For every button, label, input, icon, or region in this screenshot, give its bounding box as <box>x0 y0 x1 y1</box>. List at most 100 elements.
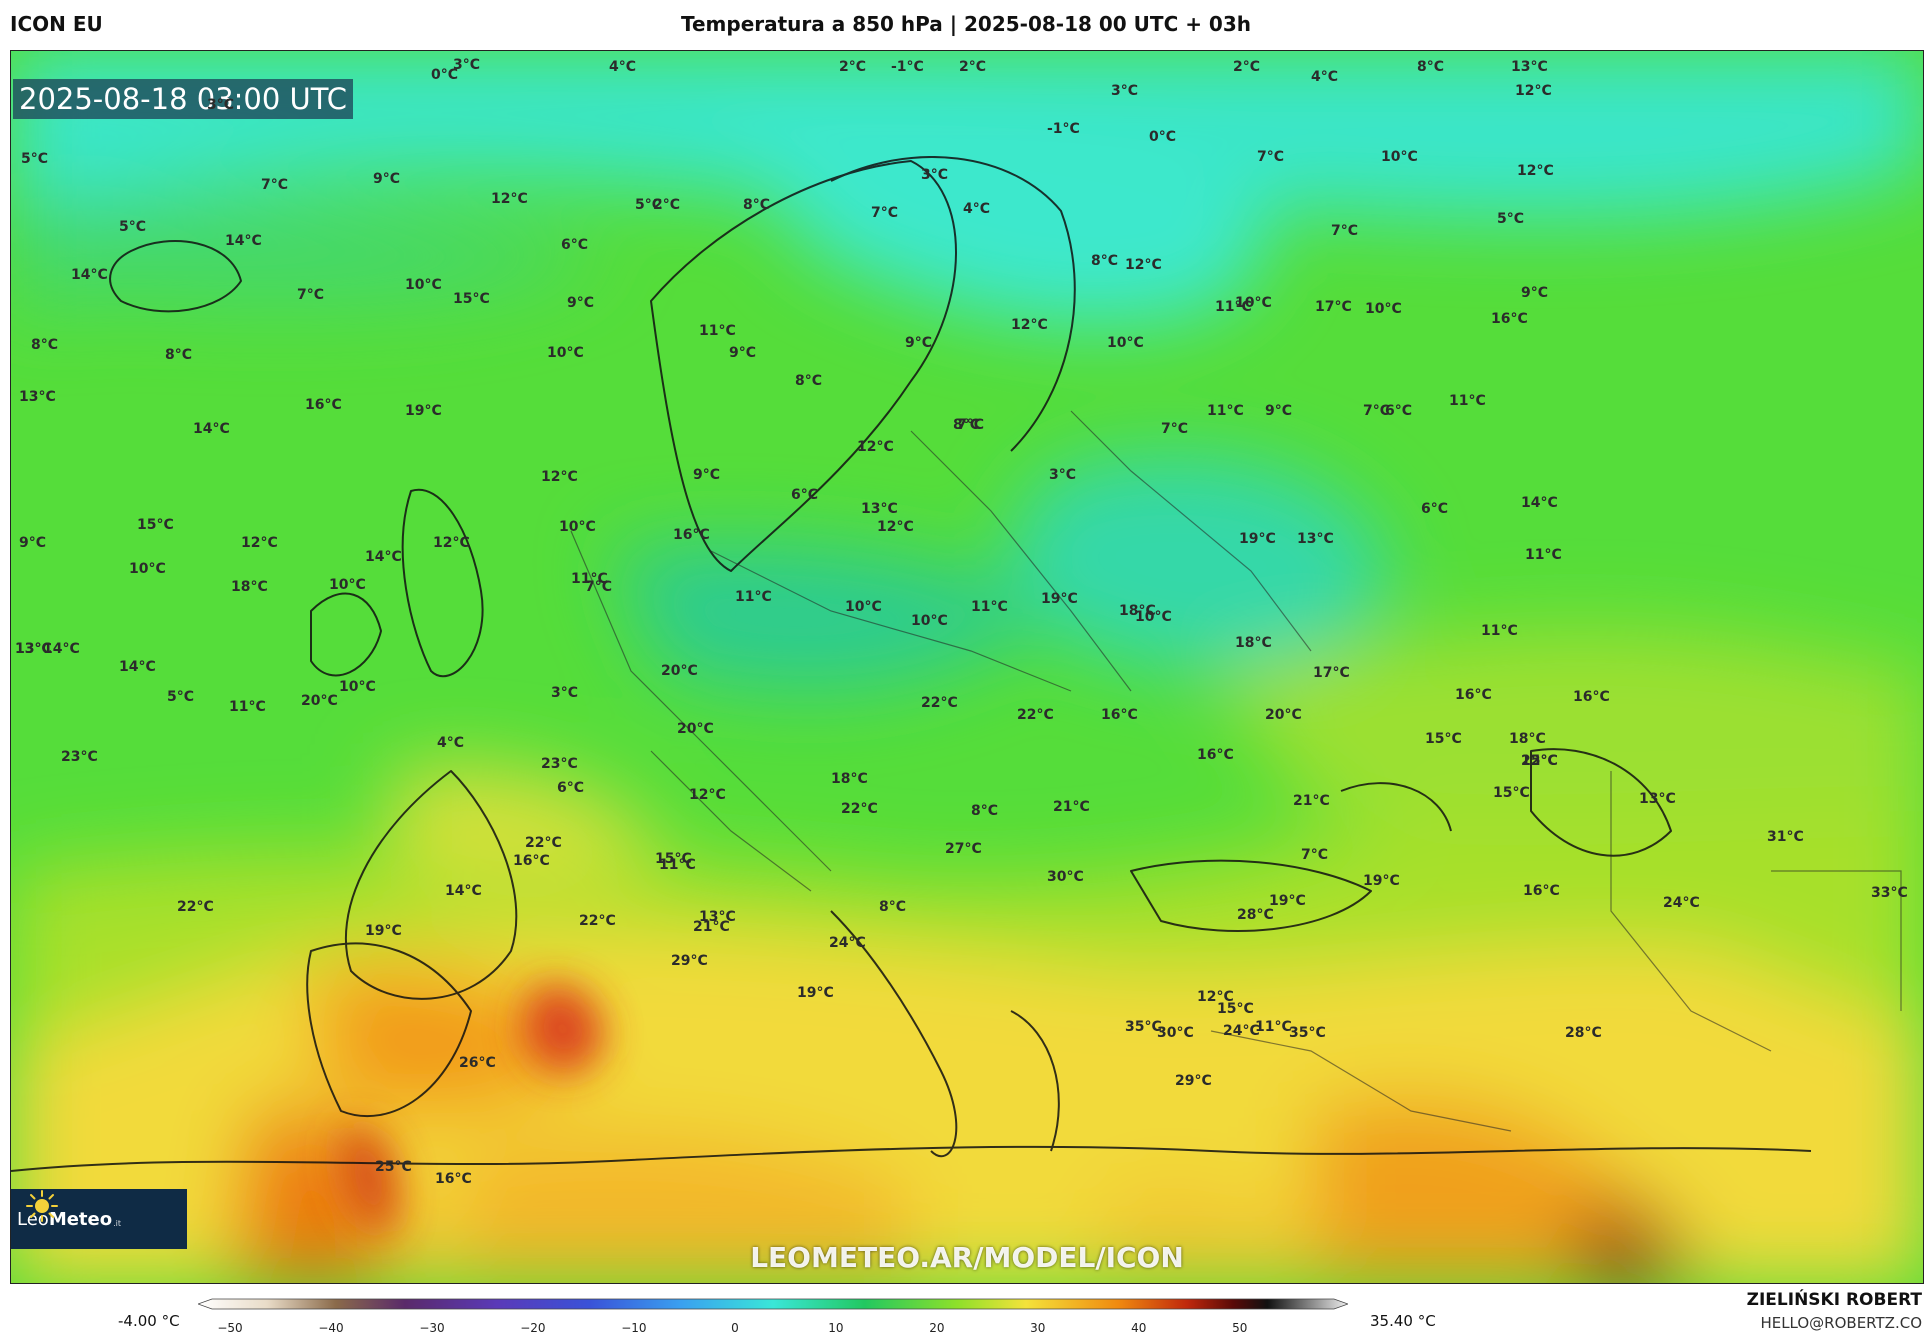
temperature-label: 4°C <box>1311 69 1339 85</box>
temperature-label: 19°C <box>1041 591 1078 607</box>
temperature-label: 14°C <box>225 233 262 249</box>
temperature-label: 17°C <box>1313 665 1350 681</box>
temperature-label: 10°C <box>1381 149 1418 165</box>
temperature-label: 22°C <box>177 899 214 915</box>
temperature-label: 19°C <box>797 985 834 1001</box>
temperature-label: 33°C <box>1871 885 1908 901</box>
temperature-label: 30°C <box>1157 1025 1194 1041</box>
temperature-label: 8°C <box>1091 253 1119 269</box>
temperature-label: 6°C <box>561 237 589 253</box>
temperature-label: 5°C <box>1497 211 1525 227</box>
temperature-label: 11°C <box>571 571 608 587</box>
temperature-colorbar: −50 −40 −30 −20 −10 0 10 20 30 40 50 <box>198 1298 1348 1335</box>
temperature-label: 14°C <box>1521 495 1558 511</box>
temperature-label: 12°C <box>857 439 894 455</box>
temperature-label: 11°C <box>971 599 1008 615</box>
watermark-url: LEOMETEO.AR/MODEL/ICON <box>750 1241 1184 1274</box>
author-name: ZIELIŃSKI ROBERT <box>1746 1290 1922 1310</box>
temperature-label: 18°C <box>831 771 868 787</box>
temperature-label: 15°C <box>453 291 490 307</box>
temperature-label: 12°C <box>433 535 470 551</box>
temperature-map[interactable]: 2025-08-18 03:00 UTC 0°C 3°C 4°C 2°C -1°C 2°C… <box>10 50 1924 1284</box>
temperature-label: 11°C <box>699 323 736 339</box>
temperature-label: 24°C <box>829 935 866 951</box>
temperature-label: 2°C <box>1233 59 1261 75</box>
colorbar-tick-label: −30 <box>419 1321 444 1335</box>
colorbar-tick-label: 10 <box>828 1321 843 1335</box>
temperature-label: 7°C <box>261 177 289 193</box>
temperature-label: 10°C <box>339 679 376 695</box>
temperature-label: 11°C <box>659 857 696 873</box>
temperature-label: 19°C <box>1269 893 1306 909</box>
temperature-label: 22°C <box>1017 707 1054 723</box>
temperature-label: -1°C <box>891 59 924 75</box>
temperature-label: 16°C <box>673 527 710 543</box>
temperature-label: 22°C <box>841 801 878 817</box>
temperature-label: 22°C <box>579 913 616 929</box>
temperature-label: 10°C <box>329 577 366 593</box>
temperature-label: 24°C <box>1663 895 1700 911</box>
temperature-label: 11°C <box>1215 299 1252 315</box>
temperature-label: 14°C <box>365 549 402 565</box>
temperature-label: 0°C <box>431 67 459 83</box>
temperature-label: 13°C <box>1511 59 1548 75</box>
temperature-label: 15°C <box>655 851 692 867</box>
temperature-label: 30°C <box>1047 869 1084 885</box>
temperature-label: 21°C <box>1053 799 1090 815</box>
temperature-label: 9°C <box>905 335 933 351</box>
temperature-label: 20°C <box>661 663 698 679</box>
temperature-label: 15°C <box>1217 1001 1254 1017</box>
temperature-label: 24°C <box>1223 1023 1260 1039</box>
author-email[interactable]: HELLO@ROBERTZ.CO <box>1760 1314 1922 1332</box>
temperature-label: 15°C <box>1425 731 1462 747</box>
temperature-label: 10°C <box>1365 301 1402 317</box>
temperature-label: 14°C <box>193 421 230 437</box>
temperature-label: 21°C <box>693 919 730 935</box>
colorbar-tick-label: −10 <box>621 1321 646 1335</box>
map-title: Temperatura a 850 hPa | 2025-08-18 00 UT… <box>680 12 1251 36</box>
temperature-label: 12°C <box>1011 317 1048 333</box>
temperature-label: 13°C <box>1639 791 1676 807</box>
temperature-label: 29°C <box>1175 1073 1212 1089</box>
temperature-label: 2°C <box>839 59 867 75</box>
temperature-label: 6°C <box>557 780 585 796</box>
temperature-label: 12°C <box>877 519 914 535</box>
temperature-field <box>11 51 1923 1283</box>
temperature-label: 11°C <box>1481 623 1518 639</box>
colorbar-tick-label: −40 <box>318 1321 343 1335</box>
temperature-label: 16°C <box>1197 747 1234 763</box>
temperature-label: 8°C <box>743 197 771 213</box>
temperature-label: 5°C <box>119 219 147 235</box>
temperature-label: 11°C <box>229 699 266 715</box>
temperature-label: 7°C <box>297 287 325 303</box>
temperature-label: 23°C <box>541 756 578 772</box>
temperature-label: 11°C <box>1449 393 1486 409</box>
temperature-label: 7°C <box>1257 149 1285 165</box>
temperature-label: 3°C <box>207 97 235 113</box>
temperature-label: 11°C <box>735 589 772 605</box>
temperature-label: 11°C <box>1525 547 1562 563</box>
model-name: ICON EU <box>10 12 103 36</box>
logo-name-bold: Meteo <box>48 1208 113 1230</box>
temperature-label: 3°C <box>921 167 949 183</box>
temperature-label: 19°C <box>405 403 442 419</box>
temperature-label: 10°C <box>1107 335 1144 351</box>
temperature-label: 5°C <box>167 689 195 705</box>
temperature-label: 3°C <box>453 57 481 73</box>
temperature-label: 17°C <box>1315 299 1352 315</box>
temperature-label: 10°C <box>547 345 584 361</box>
colorbar-tick-label: 0 <box>731 1321 739 1335</box>
temperature-label: 16°C <box>513 853 550 869</box>
temperature-label: 16°C <box>1491 311 1528 327</box>
temperature-label: 15°C <box>137 517 174 533</box>
temperature-label: 2°C <box>959 59 987 75</box>
temperature-label: 12°C <box>541 469 578 485</box>
temperature-label: 9°C <box>1521 285 1549 301</box>
colorbar-tick-label: −50 <box>217 1321 242 1335</box>
temperature-label: 12°C <box>1515 83 1552 99</box>
temperature-label: 14°C <box>119 659 156 675</box>
colorbar-tick-label: 40 <box>1131 1321 1146 1335</box>
temperature-label: 5°C <box>635 197 663 213</box>
temperature-label: 4°C <box>963 201 991 217</box>
temperature-label: 16°C <box>1523 883 1560 899</box>
